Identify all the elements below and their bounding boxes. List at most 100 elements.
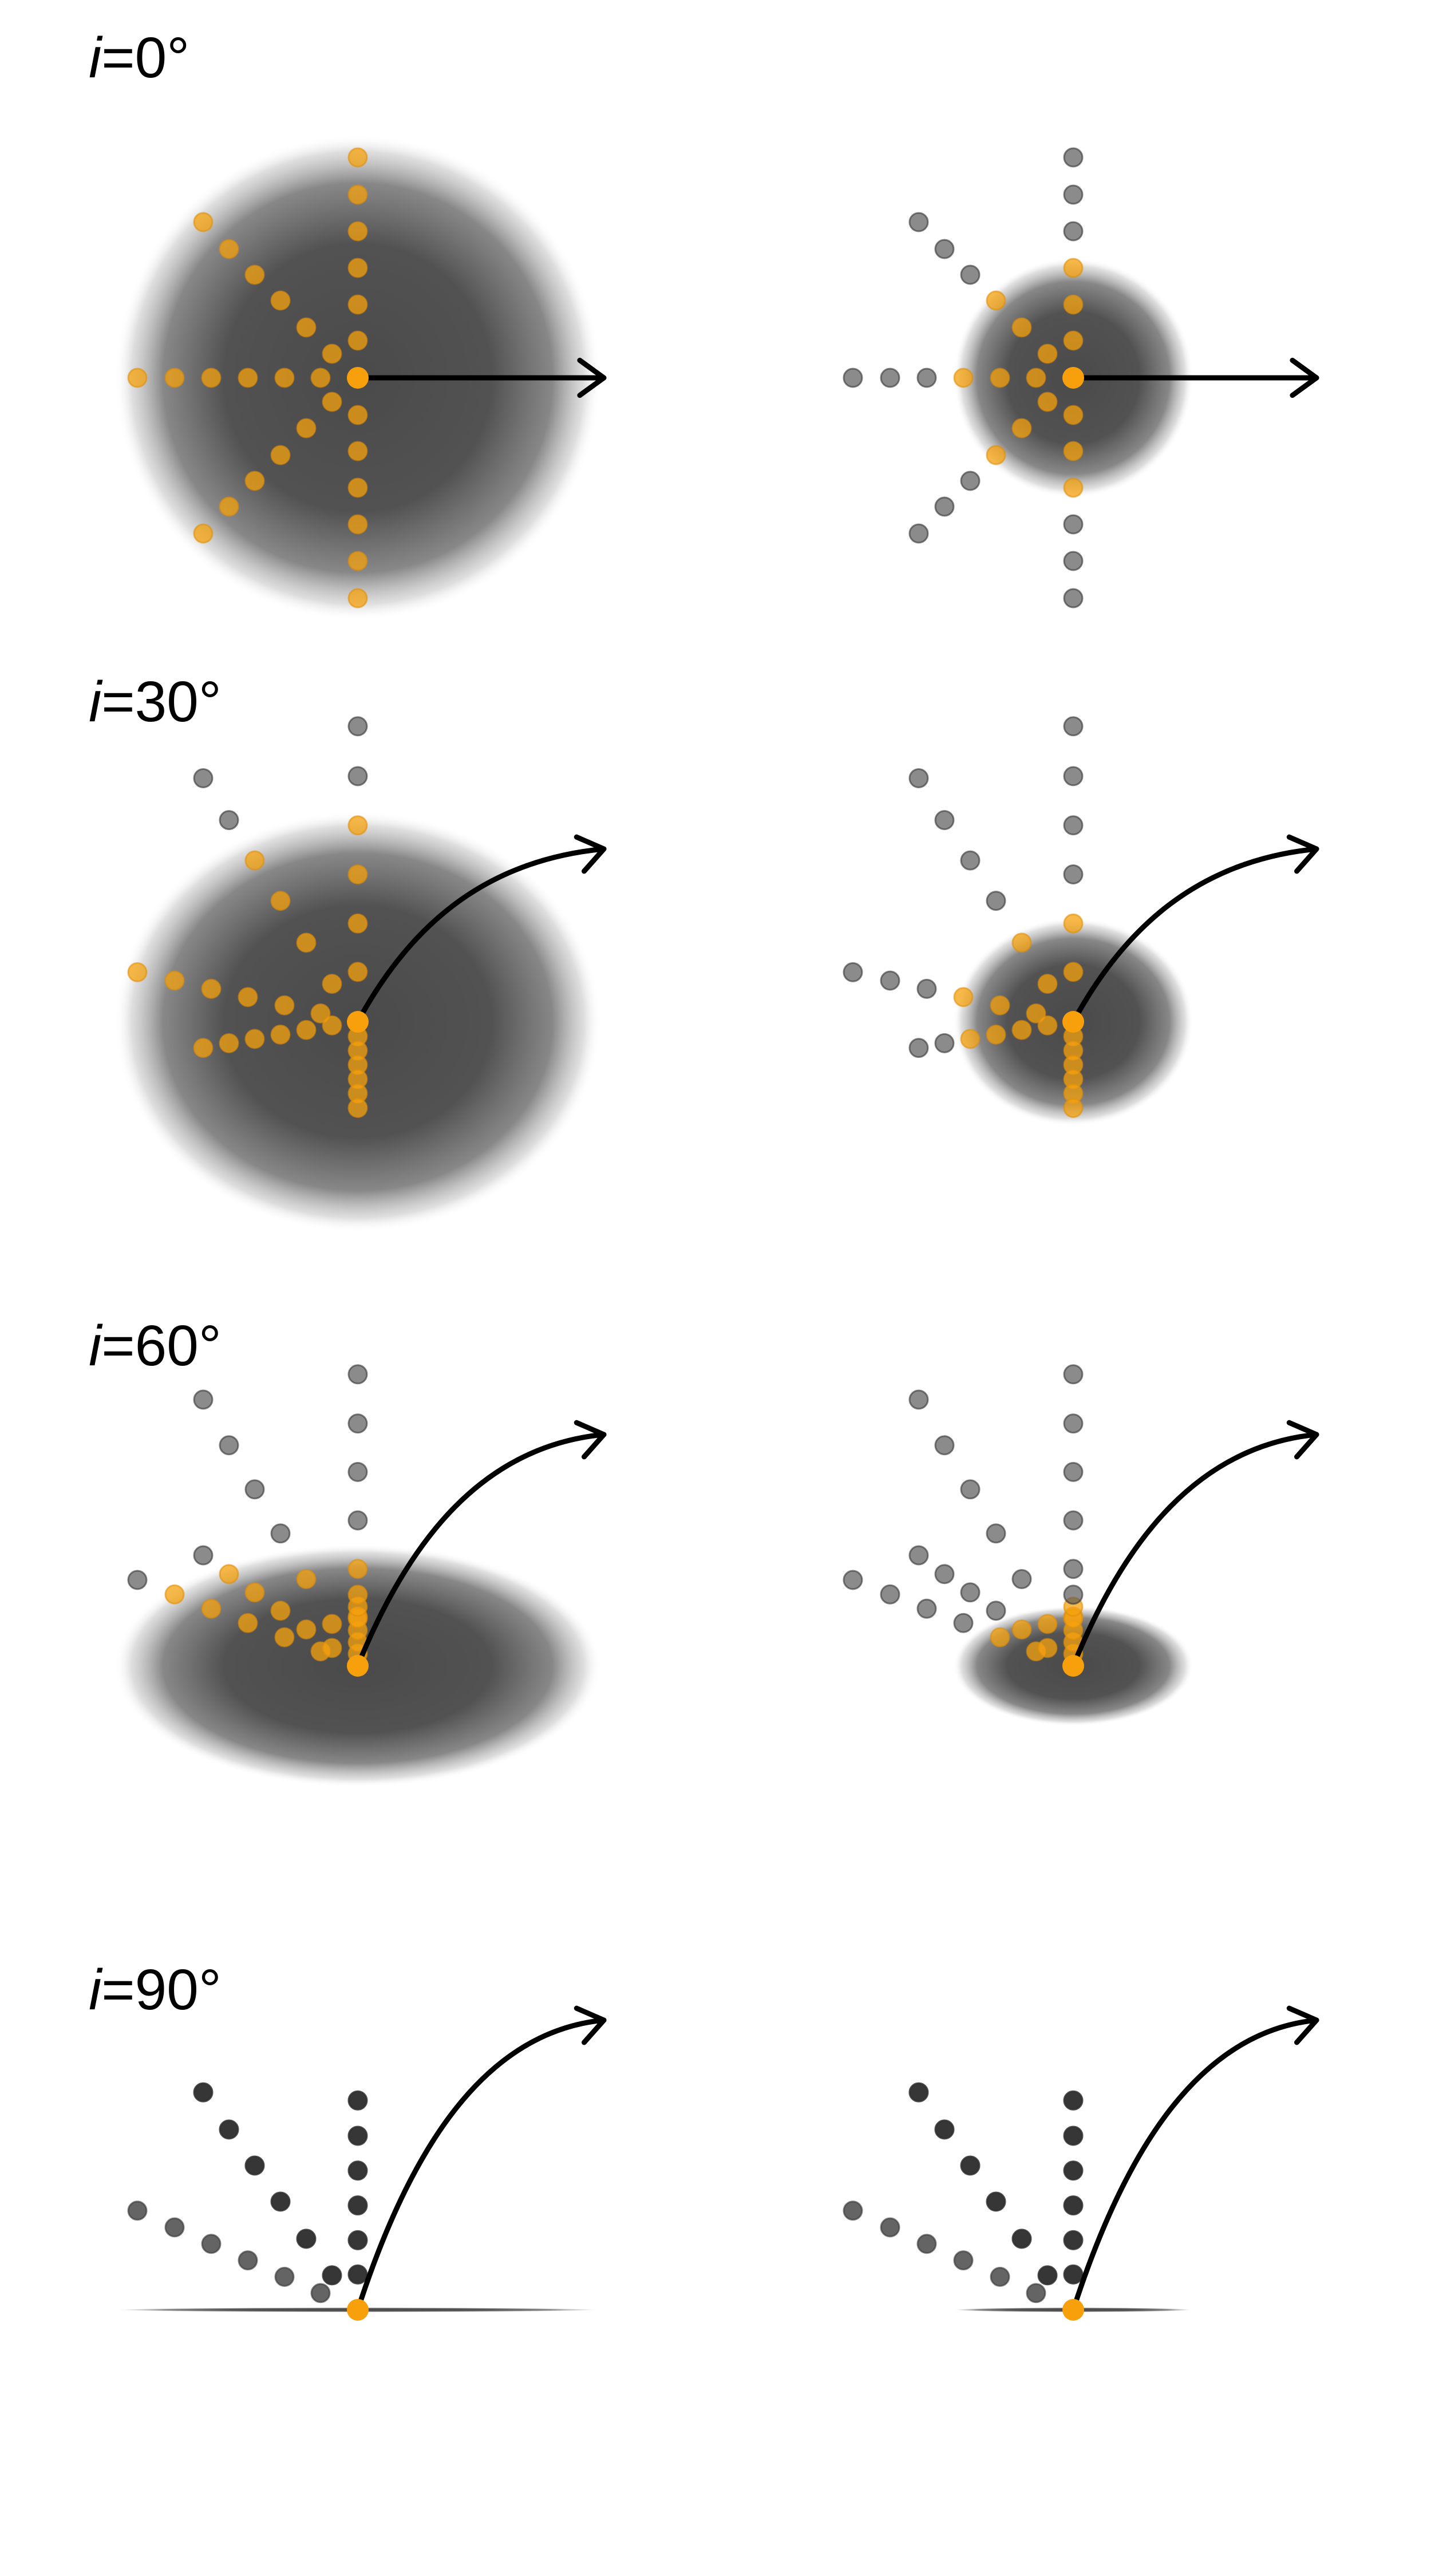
sample-point-inside — [244, 850, 265, 871]
sample-point-inside — [201, 1598, 222, 1619]
sample-point-inside — [296, 1020, 317, 1040]
sample-point-outside — [270, 1523, 291, 1544]
sample-point-inside — [270, 891, 291, 911]
sample-point-outside — [1063, 2195, 1084, 2216]
sample-point-outside — [953, 2250, 974, 2271]
sample-point-inside — [347, 330, 368, 351]
sample-point-inside — [322, 392, 342, 412]
sample-point-inside — [347, 258, 368, 278]
sample-point-inside — [270, 290, 291, 311]
sample-point-inside — [296, 933, 317, 953]
sample-point-outside — [908, 2082, 929, 2103]
sample-point-outside — [1063, 2264, 1084, 2285]
sample-point-outside — [1063, 147, 1084, 168]
sample-point-outside — [843, 2200, 863, 2221]
sample-point-outside — [347, 1510, 368, 1531]
sample-point-inside — [244, 1029, 265, 1049]
sample-point-outside — [193, 1389, 214, 1410]
sample-point-inside — [1063, 258, 1084, 278]
sample-point-inside — [1063, 913, 1084, 934]
sample-point-inside — [347, 147, 368, 168]
sample-point-inside — [347, 441, 368, 461]
sample-point-inside — [347, 221, 368, 242]
sample-point-outside — [274, 2266, 295, 2287]
sample-point-inside — [270, 1601, 291, 1621]
sample-point-inside — [244, 1582, 265, 1603]
sample-point-inside — [986, 445, 1006, 465]
arrow-head — [1286, 834, 1319, 874]
sample-point-inside — [193, 212, 214, 232]
sample-point-outside — [1063, 184, 1084, 205]
sample-point-outside — [960, 850, 981, 871]
sample-point-inside — [270, 445, 291, 465]
sample-point-outside — [953, 1613, 974, 1633]
sample-point-inside — [1037, 1015, 1058, 1036]
sample-point-outside — [934, 1033, 955, 1053]
sample-point-inside — [274, 368, 295, 388]
sample-point-outside — [127, 1570, 148, 1590]
sample-point-outside — [1011, 2229, 1032, 2249]
sample-point-inside — [347, 1585, 368, 1605]
sample-point-outside — [934, 1564, 955, 1585]
center-point — [347, 367, 369, 389]
sample-point-outside — [934, 1435, 955, 1456]
sample-point-outside — [843, 962, 863, 982]
sample-point-outside — [1063, 1461, 1084, 1482]
sample-point-outside — [1063, 2160, 1084, 2181]
sample-point-outside — [347, 2230, 368, 2250]
sample-point-inside — [1037, 974, 1058, 994]
panel-row-2: i=60° — [89, 1314, 1319, 1788]
sample-point-inside — [1063, 1098, 1084, 1118]
sample-point-outside — [934, 239, 955, 259]
sample-point-outside — [1063, 588, 1084, 609]
arrow-head — [574, 834, 607, 874]
sample-point-inside — [990, 1627, 1010, 1647]
sample-point-outside — [201, 2234, 222, 2254]
panel-2-1 — [843, 1364, 1319, 1726]
sample-point-outside — [127, 2200, 148, 2221]
sample-point-outside — [1063, 1364, 1084, 1385]
sample-point-outside — [1063, 2230, 1084, 2250]
sample-point-outside — [1063, 514, 1084, 535]
center-point — [1062, 1655, 1084, 1677]
sample-point-inside — [347, 815, 368, 836]
sample-point-outside — [1011, 1569, 1032, 1589]
direction-arrow — [1070, 846, 1319, 1025]
sample-point-outside — [880, 970, 900, 991]
arrow-head — [1290, 357, 1319, 398]
sample-point-inside — [310, 1003, 331, 1024]
sample-point-outside — [934, 810, 955, 831]
sample-point-outside — [960, 1479, 981, 1500]
sample-point-outside — [960, 1582, 981, 1603]
sample-point-outside — [1026, 2283, 1046, 2304]
panel-3-0 — [114, 2005, 607, 2321]
sample-point-inside — [274, 1627, 295, 1647]
sample-point-outside — [1063, 551, 1084, 571]
inclination-label: i=60° — [89, 1314, 222, 1378]
center-point — [1062, 1011, 1084, 1033]
inclination-value: =0° — [101, 26, 189, 90]
sample-point-outside — [347, 2195, 368, 2216]
sample-point-outside — [986, 891, 1006, 911]
sample-point-outside — [916, 978, 937, 999]
panel-0-1 — [843, 147, 1319, 609]
sample-point-outside — [960, 471, 981, 491]
sample-point-outside — [1063, 815, 1084, 836]
sample-point-inside — [238, 987, 258, 1008]
direction-arrow — [1070, 2017, 1319, 2313]
sample-point-inside — [322, 1638, 342, 1658]
sample-point-inside — [244, 264, 265, 285]
sample-point-outside — [908, 523, 929, 544]
direction-arrow — [355, 846, 607, 1025]
sample-point-outside — [880, 368, 900, 388]
sample-point-inside — [1063, 477, 1084, 498]
sample-point-inside — [347, 1098, 368, 1118]
inclination-label: i=90° — [89, 1958, 222, 2022]
sample-point-outside — [219, 2119, 239, 2140]
sample-point-outside — [270, 2191, 291, 2212]
sample-point-outside — [908, 1545, 929, 1566]
sample-point-inside — [347, 514, 368, 535]
sample-point-inside — [193, 523, 214, 544]
center-point — [347, 1011, 369, 1033]
